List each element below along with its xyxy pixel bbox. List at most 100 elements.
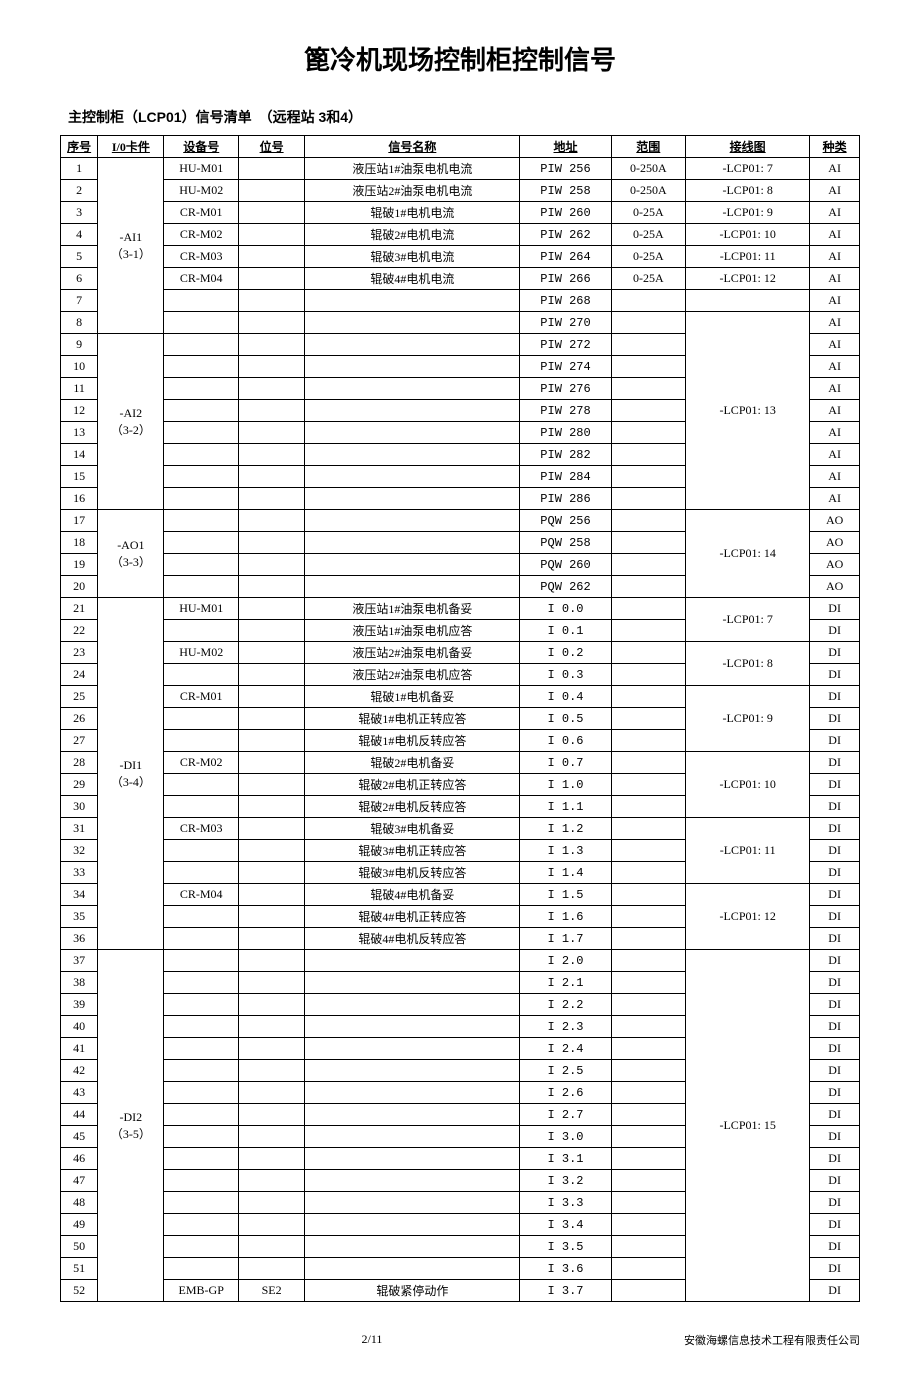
cell: 辊破2#电机反转应答 (305, 796, 520, 818)
cell: DI (810, 818, 860, 840)
cell: I 2.0 (520, 950, 611, 972)
cell (238, 818, 304, 840)
col-header: 位号 (238, 136, 304, 158)
cell (611, 642, 686, 664)
cell: DI (810, 1038, 860, 1060)
cell: -LCP01: 15 (686, 950, 810, 1302)
cell (305, 1038, 520, 1060)
cell: AI (810, 466, 860, 488)
cell (611, 334, 686, 356)
cell (611, 884, 686, 906)
cell (164, 1038, 239, 1060)
cell: 辊破2#电机备妥 (305, 752, 520, 774)
cell (305, 378, 520, 400)
cell (164, 796, 239, 818)
cell (611, 510, 686, 532)
cell: 34 (61, 884, 98, 906)
col-header: 信号名称 (305, 136, 520, 158)
cell: AO (810, 532, 860, 554)
cell (238, 1126, 304, 1148)
cell (164, 1170, 239, 1192)
cell: 辊破4#电机反转应答 (305, 928, 520, 950)
cell (164, 862, 239, 884)
cell: 49 (61, 1214, 98, 1236)
cell (164, 1192, 239, 1214)
cell: 45 (61, 1126, 98, 1148)
cell: 36 (61, 928, 98, 950)
cell: DI (810, 1170, 860, 1192)
cell: DI (810, 598, 860, 620)
cell (164, 290, 239, 312)
cell (238, 334, 304, 356)
cell: PQW 262 (520, 576, 611, 598)
cell: 9 (61, 334, 98, 356)
cell: -LCP01: 11 (686, 246, 810, 268)
cell: 25 (61, 686, 98, 708)
cell (238, 752, 304, 774)
cell (611, 1016, 686, 1038)
cell: I 2.3 (520, 1016, 611, 1038)
cell: I 1.0 (520, 774, 611, 796)
cell: PIW 282 (520, 444, 611, 466)
cell (164, 400, 239, 422)
cell (238, 1148, 304, 1170)
cell (611, 1082, 686, 1104)
cell: -LCP01: 12 (686, 884, 810, 950)
cell: I 3.5 (520, 1236, 611, 1258)
cell: 液压站1#油泵电机备妥 (305, 598, 520, 620)
cell (611, 488, 686, 510)
cell: I 1.1 (520, 796, 611, 818)
col-header: 接线图 (686, 136, 810, 158)
cell: DI (810, 994, 860, 1016)
cell (238, 686, 304, 708)
cell (164, 532, 239, 554)
cell: DI (810, 840, 860, 862)
cell: AI (810, 488, 860, 510)
cell: I 1.3 (520, 840, 611, 862)
cell (611, 1214, 686, 1236)
cell: DI (810, 972, 860, 994)
cell: 30 (61, 796, 98, 818)
cell (305, 576, 520, 598)
cell: AI (810, 246, 860, 268)
cell: I 0.6 (520, 730, 611, 752)
cell (164, 708, 239, 730)
table-row: 2HU-M02液压站2#油泵电机电流PIW 2580-250A-LCP01: 8… (61, 180, 860, 202)
cell: PQW 256 (520, 510, 611, 532)
cell: DI (810, 642, 860, 664)
col-header: 地址 (520, 136, 611, 158)
cell (238, 1082, 304, 1104)
cell: I 1.4 (520, 862, 611, 884)
table-row: 23HU-M02液压站2#油泵电机备妥I 0.2-LCP01: 8DI (61, 642, 860, 664)
cell: 辊破3#电机电流 (305, 246, 520, 268)
cell (238, 532, 304, 554)
cell (164, 906, 239, 928)
cell (611, 378, 686, 400)
cell (611, 840, 686, 862)
cell: 4 (61, 224, 98, 246)
cell (611, 950, 686, 972)
cell (238, 708, 304, 730)
cell (238, 312, 304, 334)
cell (238, 642, 304, 664)
cell: 5 (61, 246, 98, 268)
cell (238, 422, 304, 444)
cell: 辊破4#电机正转应答 (305, 906, 520, 928)
cell: I 0.3 (520, 664, 611, 686)
cell (611, 906, 686, 928)
cell (238, 840, 304, 862)
cell (611, 444, 686, 466)
cell: DI (810, 708, 860, 730)
cell (238, 994, 304, 1016)
cell: 22 (61, 620, 98, 642)
cell: CR-M03 (164, 246, 239, 268)
cell (305, 1214, 520, 1236)
cell: -LCP01: 9 (686, 202, 810, 224)
cell: PIW 278 (520, 400, 611, 422)
cell (164, 1214, 239, 1236)
cell (238, 1060, 304, 1082)
cell (164, 422, 239, 444)
cell: -LCP01: 11 (686, 818, 810, 884)
cell: I 0.7 (520, 752, 611, 774)
cell (164, 312, 239, 334)
